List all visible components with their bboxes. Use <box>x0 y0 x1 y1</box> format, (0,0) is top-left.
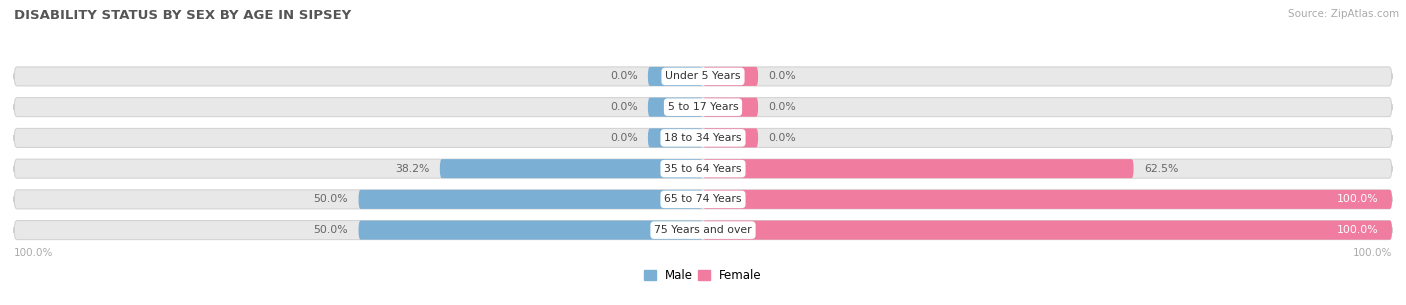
Text: 50.0%: 50.0% <box>314 194 349 204</box>
Text: Source: ZipAtlas.com: Source: ZipAtlas.com <box>1288 9 1399 19</box>
FancyBboxPatch shape <box>14 128 1392 147</box>
FancyBboxPatch shape <box>703 128 758 147</box>
FancyBboxPatch shape <box>648 67 703 86</box>
FancyBboxPatch shape <box>14 67 1392 86</box>
Text: 75 Years and over: 75 Years and over <box>654 225 752 235</box>
FancyBboxPatch shape <box>359 221 703 240</box>
Text: 100.0%: 100.0% <box>1337 225 1378 235</box>
Text: 0.0%: 0.0% <box>769 71 796 81</box>
FancyBboxPatch shape <box>14 190 1392 209</box>
Text: 100.0%: 100.0% <box>1337 194 1378 204</box>
FancyBboxPatch shape <box>14 159 1392 178</box>
Text: 18 to 34 Years: 18 to 34 Years <box>664 133 742 143</box>
Text: 62.5%: 62.5% <box>1144 164 1178 174</box>
FancyBboxPatch shape <box>359 190 703 209</box>
FancyBboxPatch shape <box>648 98 703 117</box>
Text: 100.0%: 100.0% <box>1353 248 1392 258</box>
FancyBboxPatch shape <box>14 221 1392 240</box>
Text: Under 5 Years: Under 5 Years <box>665 71 741 81</box>
Text: DISABILITY STATUS BY SEX BY AGE IN SIPSEY: DISABILITY STATUS BY SEX BY AGE IN SIPSE… <box>14 9 352 22</box>
FancyBboxPatch shape <box>14 98 1392 117</box>
FancyBboxPatch shape <box>703 221 1392 240</box>
Legend: Male, Female: Male, Female <box>640 265 766 287</box>
Text: 5 to 17 Years: 5 to 17 Years <box>668 102 738 112</box>
Text: 65 to 74 Years: 65 to 74 Years <box>664 194 742 204</box>
Text: 100.0%: 100.0% <box>14 248 53 258</box>
FancyBboxPatch shape <box>703 159 1133 178</box>
FancyBboxPatch shape <box>440 159 703 178</box>
Text: 35 to 64 Years: 35 to 64 Years <box>664 164 742 174</box>
FancyBboxPatch shape <box>703 98 758 117</box>
Text: 0.0%: 0.0% <box>610 71 637 81</box>
Text: 0.0%: 0.0% <box>769 133 796 143</box>
FancyBboxPatch shape <box>648 128 703 147</box>
Text: 0.0%: 0.0% <box>769 102 796 112</box>
Text: 50.0%: 50.0% <box>314 225 349 235</box>
Text: 38.2%: 38.2% <box>395 164 429 174</box>
FancyBboxPatch shape <box>703 190 1392 209</box>
Text: 0.0%: 0.0% <box>610 102 637 112</box>
Text: 0.0%: 0.0% <box>610 133 637 143</box>
FancyBboxPatch shape <box>703 67 758 86</box>
